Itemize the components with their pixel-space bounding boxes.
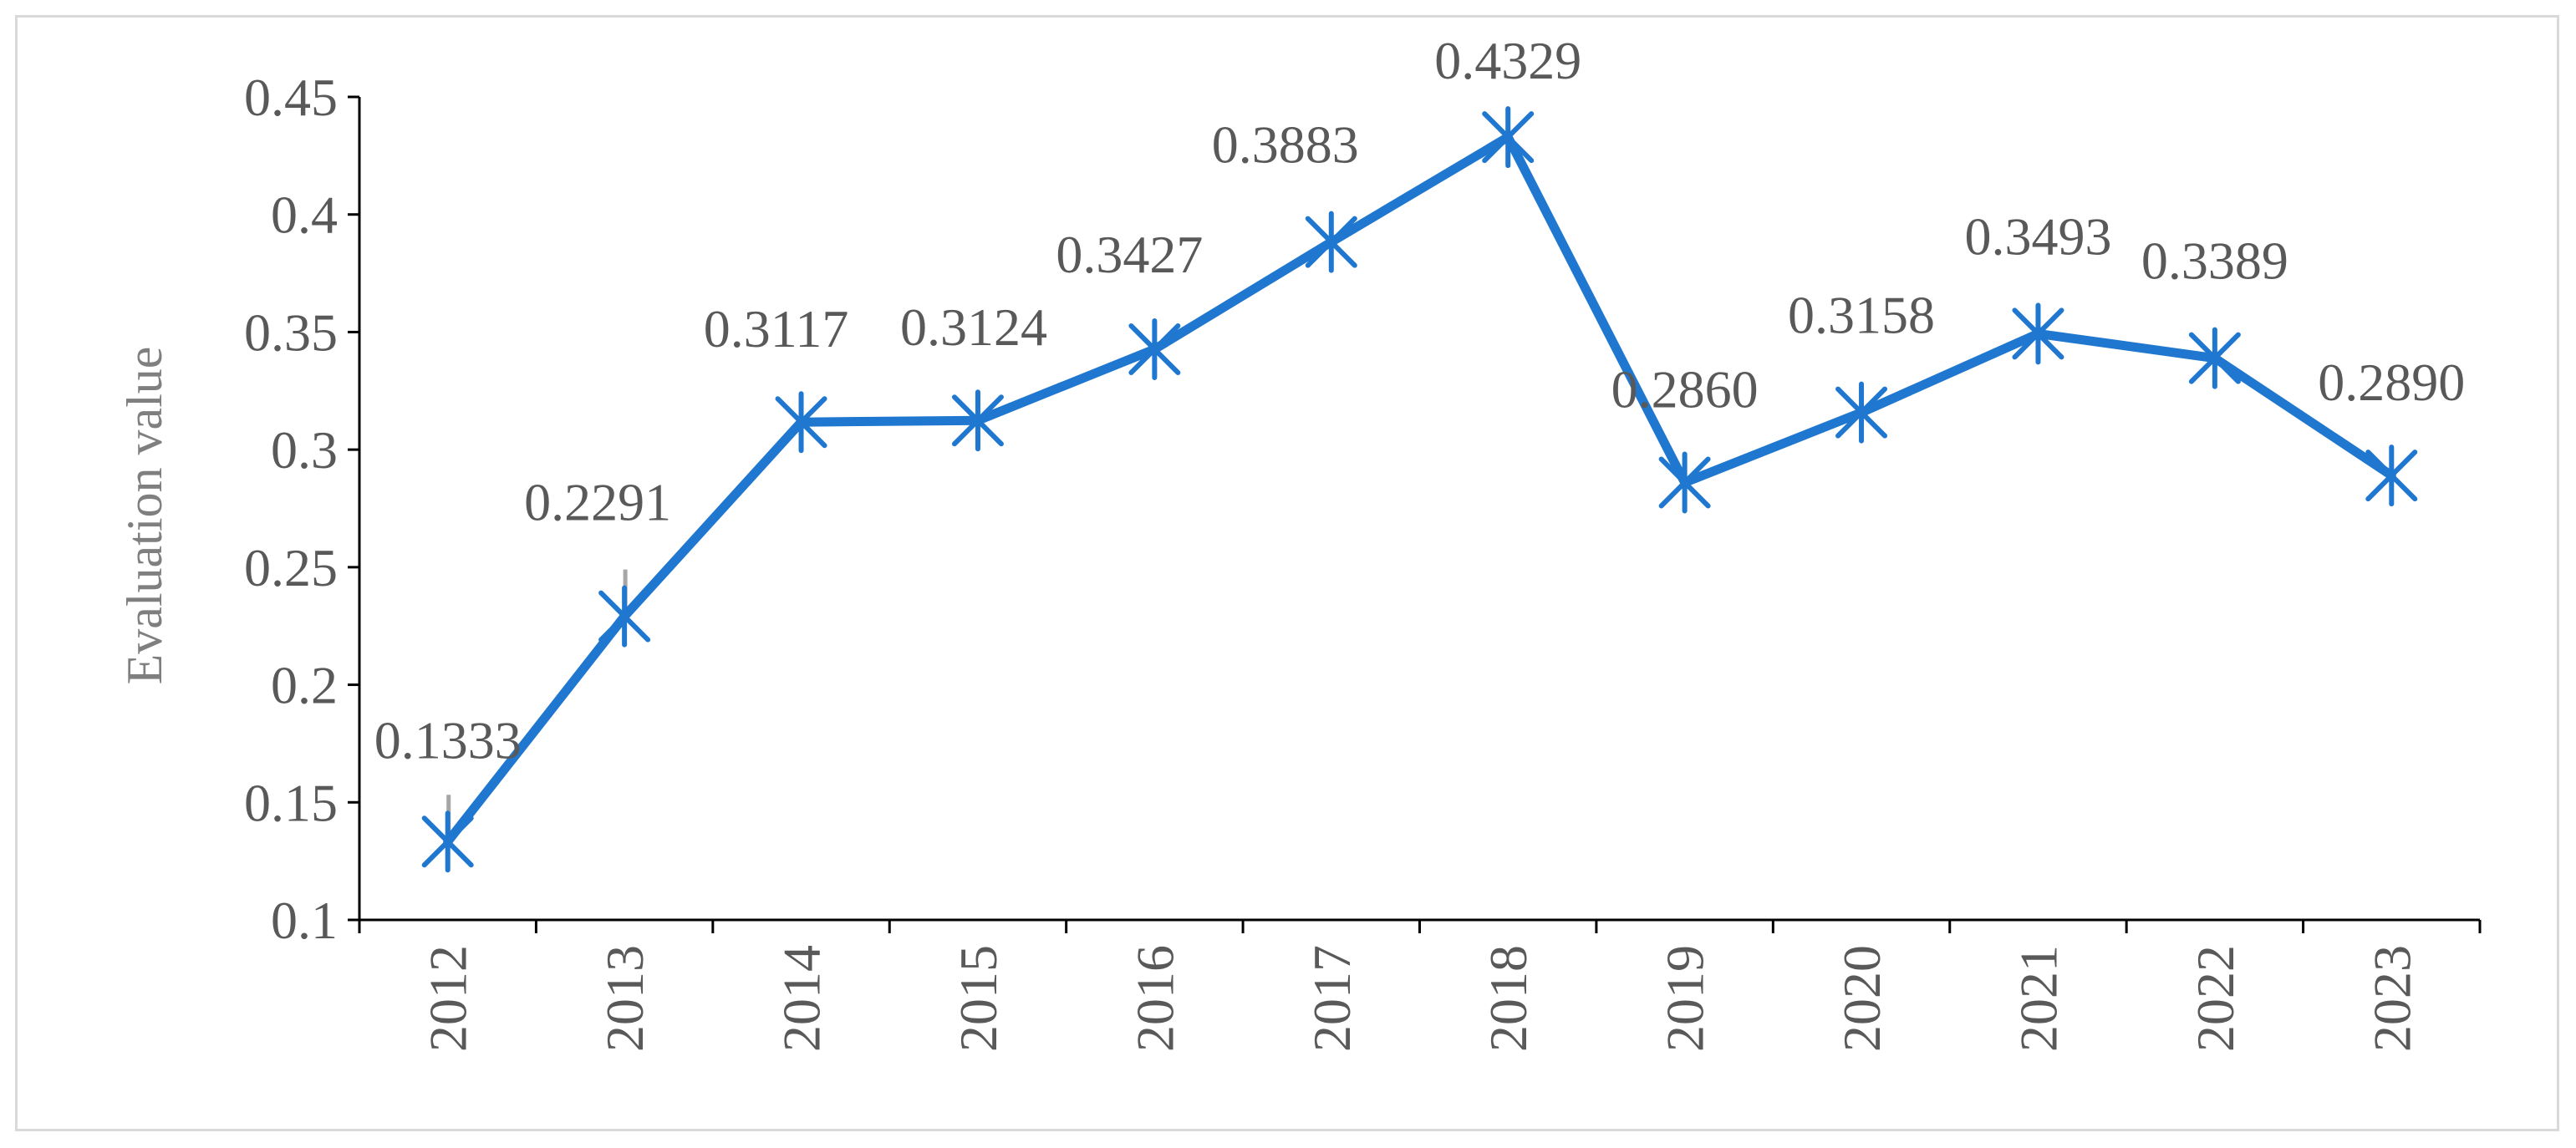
x-tick-label: 2021 — [2008, 945, 2068, 1052]
x-tick-label: 2019 — [1656, 945, 1715, 1052]
x-tick-label: 2020 — [1832, 945, 1891, 1052]
x-tick-label: 2022 — [2186, 945, 2245, 1052]
x-tick-label: 2015 — [949, 945, 1008, 1052]
asterisk-marker — [421, 810, 474, 873]
data-point-marker — [598, 585, 651, 648]
x-tick-label: 2012 — [419, 945, 478, 1052]
asterisk-marker — [2365, 444, 2418, 507]
y-tick-label: 0.2 — [271, 656, 338, 715]
data-point-marker — [1658, 451, 1711, 514]
asterisk-marker — [2188, 327, 2241, 389]
data-label: 0.3389 — [2141, 231, 2288, 291]
data-label: 0.3124 — [900, 297, 1047, 357]
y-tick-label: 0.35 — [244, 302, 338, 362]
asterisk-marker — [1835, 381, 1888, 444]
line-chart: Evaluation value 0.10.150.20.250.30.350.… — [117, 31, 2482, 1052]
asterisk-marker — [951, 389, 1004, 452]
asterisk-marker — [1305, 211, 1357, 273]
y-tick-label: 0.15 — [244, 773, 338, 832]
asterisk-marker — [775, 391, 827, 454]
data-point-marker — [1305, 211, 1357, 273]
y-tick-label: 0.4 — [271, 185, 338, 245]
data-point-marker — [951, 389, 1004, 452]
x-tick-label: 2016 — [1125, 945, 1184, 1052]
data-point-marker — [2365, 444, 2418, 507]
data-point-marker — [1128, 317, 1181, 380]
x-tick-label: 2013 — [595, 945, 654, 1052]
x-tick-label: 2014 — [772, 945, 832, 1052]
data-point-marker — [421, 810, 474, 873]
data-label: 0.3493 — [1964, 206, 2111, 266]
x-tick-label: 2023 — [2362, 945, 2421, 1052]
chart-frame: Evaluation value 0.1 0.15 0.2 0.25 0.3 0.35 0.… — [15, 15, 2559, 1131]
y-tick-label: 0.25 — [244, 538, 338, 597]
asterisk-marker — [1658, 451, 1711, 514]
data-point-marker — [775, 391, 827, 454]
data-label: 0.2291 — [524, 473, 671, 532]
data-label: 0.4329 — [1434, 31, 1581, 90]
data-label: 0.3158 — [1788, 286, 1935, 345]
data-point-marker — [2188, 327, 2241, 389]
data-label: 0.3883 — [1212, 115, 1359, 175]
y-tick-label: 0.45 — [244, 68, 338, 127]
asterisk-marker — [2012, 302, 2064, 365]
data-point-marker — [2012, 302, 2064, 365]
data-point-marker — [1482, 106, 1535, 169]
data-label: 0.1333 — [374, 710, 522, 770]
asterisk-marker — [1482, 106, 1535, 169]
axes: 0.1 0.15 0.2 0.25 0.3 0.35 0.4 0.45 2012 2013 2014… — [244, 68, 2482, 1052]
y-tick-label: 0.3 — [271, 420, 338, 480]
x-tick-label: 2017 — [1302, 945, 1362, 1052]
y-tick-label: 0.1 — [271, 891, 338, 950]
series-group — [421, 106, 2418, 873]
x-tick-label: 2018 — [1479, 945, 1538, 1052]
data-label: 0.2890 — [2318, 353, 2465, 412]
series-line — [443, 132, 2396, 846]
y-axis-title: Evaluation value — [117, 347, 172, 685]
data-label: 0.2860 — [1611, 360, 1759, 419]
asterisk-marker — [1128, 317, 1181, 380]
data-label: 0.3427 — [1056, 225, 1203, 284]
data-label: 0.3117 — [704, 299, 849, 358]
asterisk-marker — [598, 585, 651, 648]
data-point-marker — [1835, 381, 1888, 444]
